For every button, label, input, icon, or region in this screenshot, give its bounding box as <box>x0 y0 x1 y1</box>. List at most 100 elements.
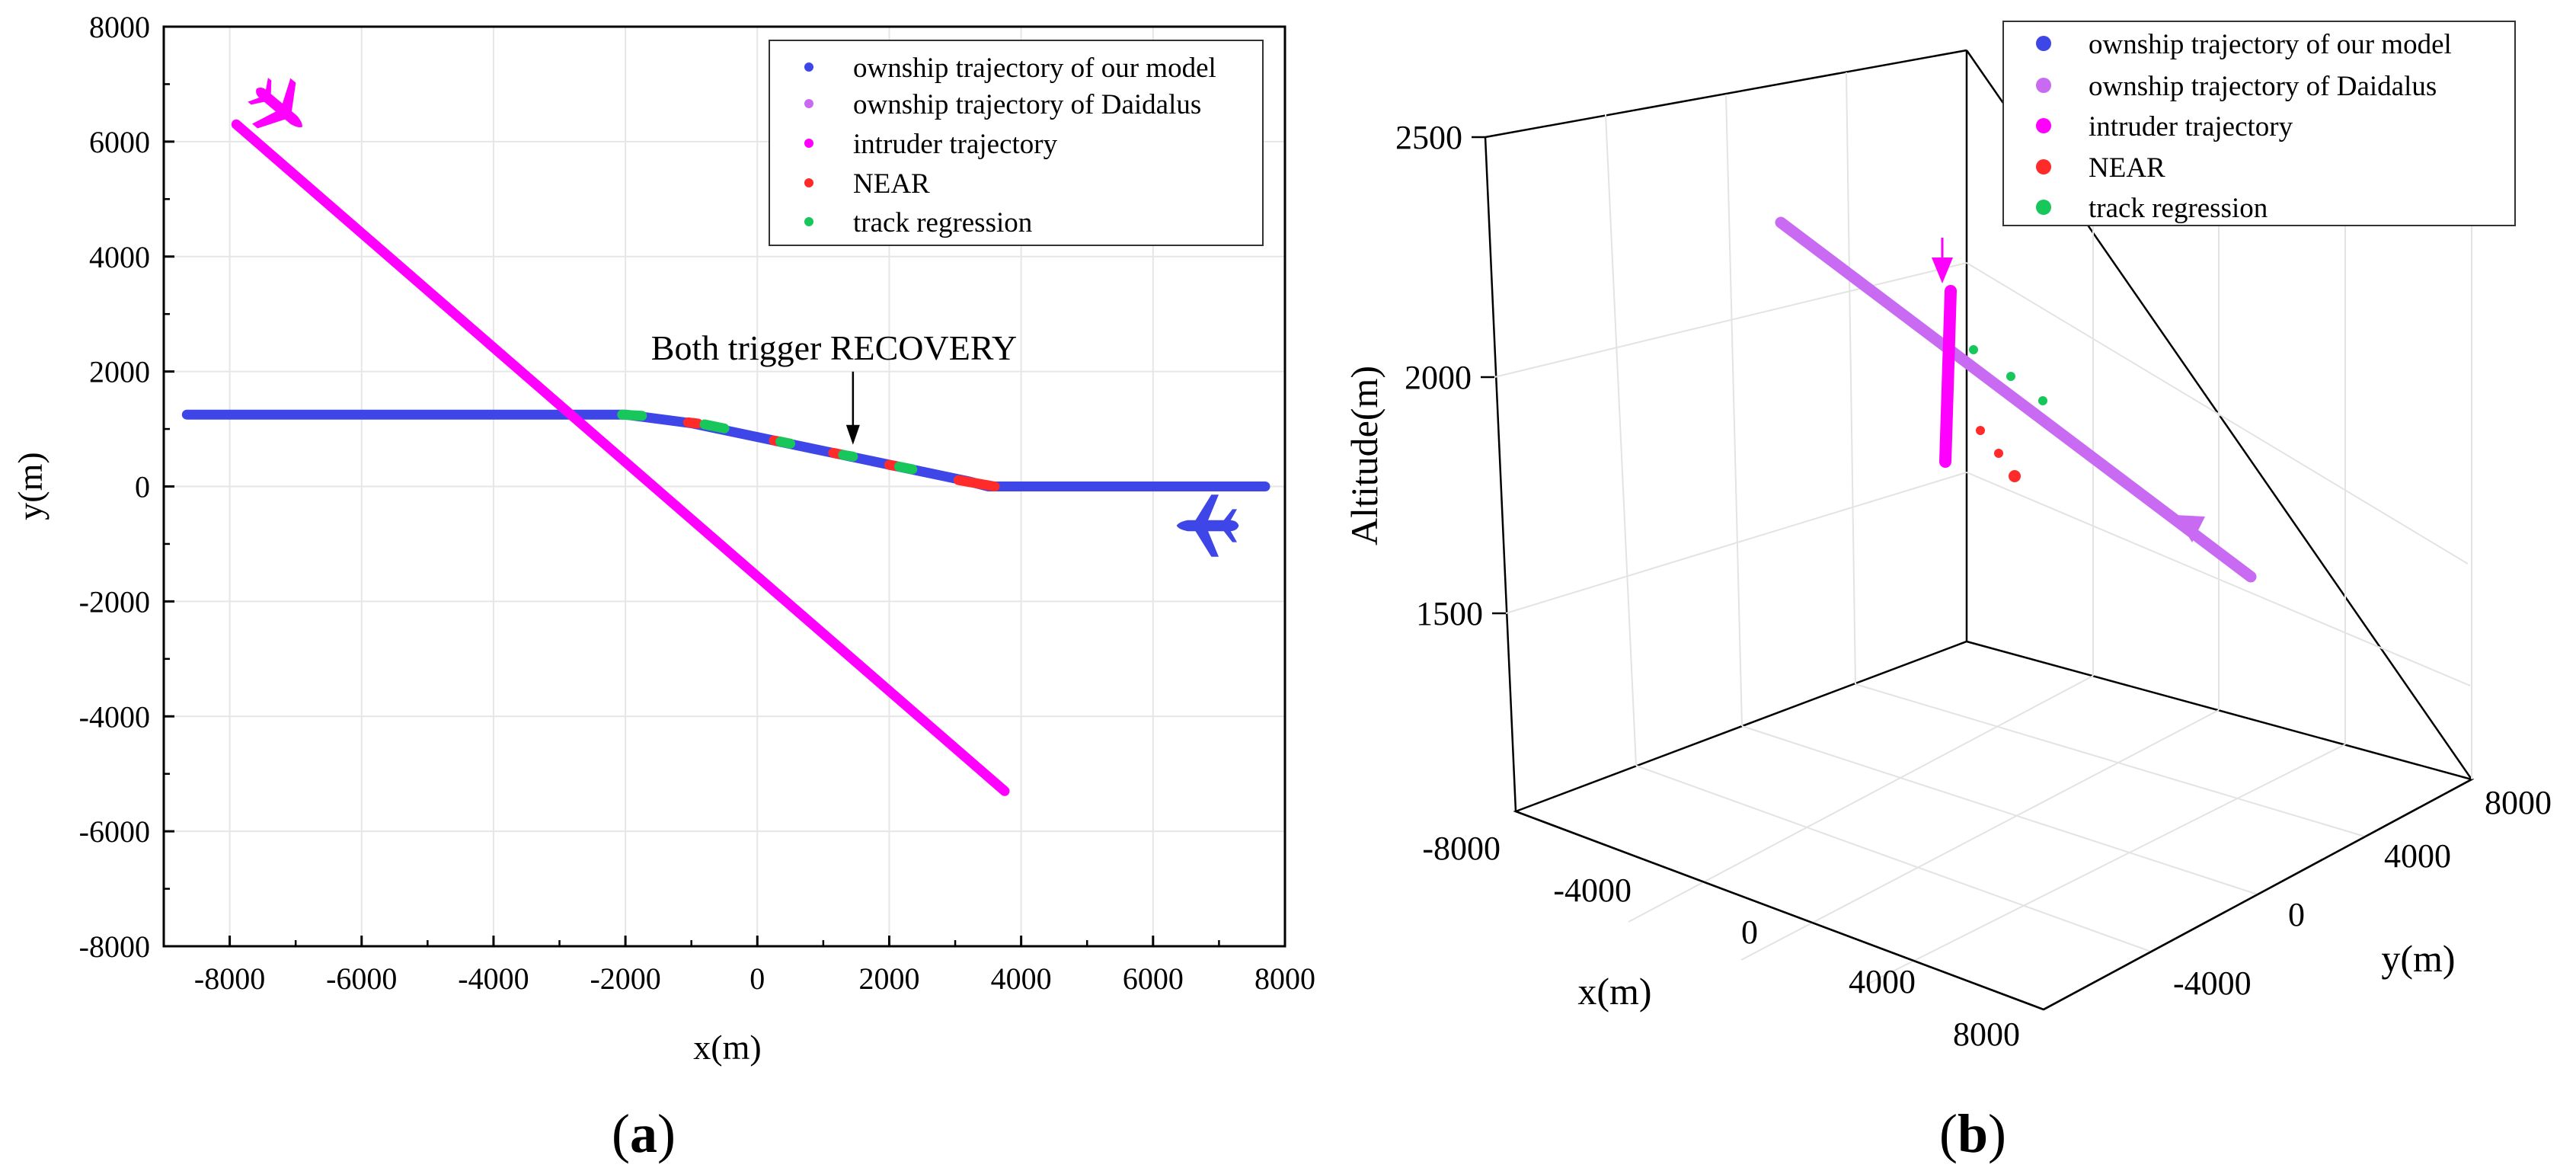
x-tick-label: 8000 <box>1953 1016 2020 1053</box>
x-tick-label: 8000 <box>1254 961 1315 996</box>
x-tick-label: -8000 <box>194 961 265 996</box>
y-tick-label: -6000 <box>79 814 150 849</box>
panel-b-grid-line <box>1605 114 1637 766</box>
intruder-trajectory-3d <box>1939 285 1957 468</box>
panel-b-z-axis-label: Altitude(m) <box>1343 366 1385 546</box>
panel-a: -8000 -6000 -4000 -2000 0 2000 4000 6000 8000 -80… <box>11 10 1315 1164</box>
legend-marker-model <box>2036 36 2051 51</box>
panel-b-label-letter: b <box>1958 1103 1988 1164</box>
legend-marker-daidalus <box>804 99 813 108</box>
panel-a-legend: ownship trajectory of our model ownship … <box>769 40 1264 246</box>
panel-b-back-edge-left <box>1484 136 1517 812</box>
ownship-direction-arrow <box>2193 527 2223 553</box>
panel-b-grid-line <box>1494 262 1967 378</box>
intruder-trajectory <box>231 119 1010 796</box>
panel-a-label-close: ) <box>657 1103 676 1164</box>
y-tick-label: 0 <box>2288 896 2305 933</box>
panel-a-y-axis-label: y(m) <box>11 452 50 520</box>
legend-marker-model <box>804 62 813 72</box>
panel-a-x-axis-label: x(m) <box>693 1028 761 1067</box>
legend-label-model: ownship trajectory of our model <box>853 53 1216 84</box>
panel-b-grid-line <box>1628 675 2094 923</box>
track-regression-segment <box>617 409 647 421</box>
panel-b-grid <box>1494 72 2472 991</box>
track-marker-3d <box>1969 345 1978 354</box>
intruder-airplane-icon <box>248 77 302 129</box>
legend-marker-daidalus <box>2036 78 2051 93</box>
panel-b-grid-line <box>1854 744 2346 991</box>
panel-b-grid-line <box>1505 472 1967 614</box>
x-tick-label: 6000 <box>1123 961 1184 996</box>
panel-b-grid-line <box>1846 72 1856 685</box>
panel-a-legend-box <box>769 40 1264 246</box>
legend-label-near: NEAR <box>853 168 930 200</box>
airplane-wing-upper <box>1194 530 1219 557</box>
x-tick-label: 4000 <box>991 961 1052 996</box>
legend-label-intruder: intruder trajectory <box>2089 111 2293 142</box>
panel-b-label-close: ) <box>1988 1103 2006 1164</box>
x-tick-label: -4000 <box>1553 872 1632 909</box>
panel-b-grid-line <box>1635 765 2152 952</box>
panel-b-x-axis-line <box>1515 810 2044 1011</box>
track-regression-segment <box>699 419 730 434</box>
airplane-fuselage <box>256 87 302 128</box>
y-tick-label: -4000 <box>79 699 150 734</box>
y-tick-label: 8000 <box>2485 784 2552 821</box>
panel-b-legend: ownship trajectory of our model ownship … <box>2002 21 2516 226</box>
x-tick-label: -4000 <box>458 961 529 996</box>
airplane-tail-upper <box>1222 529 1237 542</box>
track-regression-segment <box>893 461 918 475</box>
annotation-arrow <box>845 371 860 445</box>
z-tick-label: 2000 <box>1405 359 1472 396</box>
intruder-direction-arrowhead <box>1932 258 1953 283</box>
y-tick-label: 8000 <box>89 10 150 44</box>
airplane-wing-lower <box>1194 494 1219 521</box>
legend-label-intruder: intruder trajectory <box>853 129 1058 160</box>
y-tick-label: -8000 <box>79 929 150 964</box>
annotation-text: Both trigger RECOVERY <box>651 328 1017 367</box>
panel-b-y-axis-line <box>2043 778 2472 1011</box>
panel-a-series <box>181 119 1270 796</box>
x-tick-label: -2000 <box>590 961 660 996</box>
x-tick-label: 0 <box>749 961 765 996</box>
x-tick-label: 0 <box>1741 913 1758 951</box>
legend-label-model: ownship trajectory of our model <box>2089 29 2452 60</box>
airplane-tail-lower <box>248 97 267 105</box>
panel-b-grid-line <box>1966 262 2469 565</box>
panel-a-ticks: -8000 -6000 -4000 -2000 0 2000 4000 6000 8000 -80… <box>79 10 1315 996</box>
near-segment <box>682 417 703 429</box>
panel-b-series <box>1775 216 2257 583</box>
panel-b-grid-line <box>1741 725 2258 895</box>
panel-a-label-letter: a <box>630 1103 657 1164</box>
track-regression-segment <box>838 450 858 462</box>
near-marker-3d <box>2009 470 2021 482</box>
airplane-tail-upper <box>265 77 272 97</box>
y-tick-label: -4000 <box>2173 965 2252 1002</box>
annotation-arrowhead <box>845 424 860 445</box>
panel-b-legend-box <box>2002 21 2516 226</box>
y-tick-label: 4000 <box>89 240 150 274</box>
airplane-tail-lower <box>1222 509 1237 523</box>
y-tick-label: 6000 <box>89 125 150 159</box>
airplane-wing-upper <box>282 78 296 113</box>
near-marker-3d <box>1976 426 1985 435</box>
z-tick-label: 1500 <box>1416 595 1483 632</box>
y-tick-label: -2000 <box>79 584 150 619</box>
airplane-shape <box>1176 494 1239 557</box>
panel-b-grid-line <box>1740 709 2220 961</box>
x-tick-label: -8000 <box>1422 830 1501 867</box>
panel-b-x-ticks: -8000 -4000 0 4000 8000 <box>1422 830 2020 1053</box>
track-marker-3d <box>2006 372 2015 381</box>
legend-label-track: track regression <box>853 207 1032 238</box>
panel-b-label: (b) <box>1939 1103 2006 1164</box>
legend-label-near: NEAR <box>2089 152 2165 184</box>
panel-b-grid-line <box>1855 683 2366 837</box>
z-tick-label: 2500 <box>1395 119 1462 156</box>
legend-marker-track <box>2036 200 2051 215</box>
panel-b-label-open: ( <box>1939 1103 1958 1164</box>
airplane-shape <box>248 77 302 129</box>
legend-label-daidalus: ownship trajectory of Daidalus <box>853 89 1201 120</box>
track-marker-3d <box>2038 396 2047 405</box>
legend-label-daidalus: ownship trajectory of Daidalus <box>2089 71 2437 102</box>
